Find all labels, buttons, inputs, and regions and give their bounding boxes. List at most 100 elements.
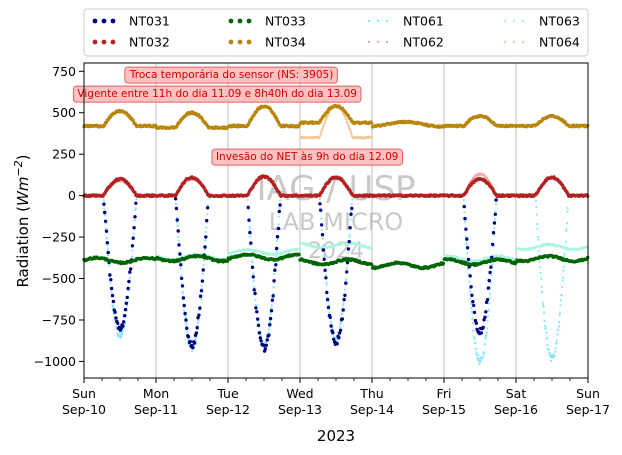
data-point [185,331,188,334]
data-point [482,351,486,354]
data-point [485,331,488,334]
data-point [482,353,485,356]
data-point [545,331,548,334]
data-point [561,183,565,188]
data-point [321,127,324,131]
data-point [105,237,108,240]
data-point [200,284,203,287]
data-point [351,198,354,201]
data-point [566,210,569,213]
data-point [254,306,258,310]
legend-marker [503,40,507,44]
data-point [121,324,125,328]
data-point [201,272,204,275]
data-point [259,334,262,337]
data-point [274,263,278,267]
data-point [324,121,327,124]
data-point [130,255,134,258]
data-point [558,314,561,317]
data-point [257,331,262,335]
data-point [254,299,257,302]
data-point [495,203,498,206]
legend-label: NT034 [265,35,306,50]
data-point [192,341,197,345]
legend-frame [83,8,589,57]
data-point [106,244,109,247]
data-point [179,267,182,270]
data-point [276,239,279,243]
data-point [321,237,324,240]
data-point [350,206,354,211]
data-point [479,331,484,335]
data-point [279,199,282,202]
data-point [275,235,280,239]
data-point [340,317,344,321]
data-point [464,227,468,231]
data-point [320,130,323,133]
data-point [476,354,480,357]
data-point [332,335,335,338]
data-point [345,267,348,270]
data-point [174,202,178,205]
data-point [177,235,180,238]
data-point [488,297,491,300]
series-nt033 [82,252,590,271]
data-point [319,223,324,227]
data-point [273,268,277,272]
data-point [491,231,496,235]
data-point [104,229,109,233]
data-point [119,336,122,340]
data-point [248,228,251,231]
data-point [349,129,352,132]
data-point [271,294,275,298]
data-point [540,277,543,280]
legend-label: NT032 [129,35,170,50]
data-point [119,326,123,331]
data-point [536,235,540,239]
data-point [181,296,186,300]
data-point [338,328,343,332]
data-point [122,320,126,324]
data-point [331,331,335,335]
legend-label: NT064 [539,35,580,50]
legend-marker [246,39,252,45]
data-point [184,322,188,325]
data-point [318,197,321,200]
data-point [546,344,549,347]
data-point [131,249,134,252]
data-point [174,206,179,211]
data-point [565,229,568,232]
data-point [267,333,271,337]
data-point [471,317,474,320]
data-point [176,224,179,227]
data-point [253,291,257,296]
data-point [349,218,352,221]
data-point [319,208,323,212]
legend-marker [110,18,116,24]
data-point [110,293,115,298]
data-point [263,347,268,351]
data-point [103,207,106,210]
data-point [464,235,467,238]
data-point [479,359,482,362]
data-point [465,246,470,250]
data-point [256,317,260,321]
plot-frame [84,63,588,378]
data-point [325,117,328,120]
data-point [265,338,269,342]
data-point [181,292,184,295]
data-point [469,297,472,300]
data-point [270,298,275,302]
data-point [330,320,333,323]
data-point [562,276,565,279]
data-point [323,268,327,272]
data-point [190,350,194,353]
data-point [182,303,186,308]
data-point [542,303,545,306]
data-point [186,335,191,339]
data-point [542,305,545,308]
data-point [118,332,121,335]
data-point [247,218,251,222]
data-point [133,190,137,195]
